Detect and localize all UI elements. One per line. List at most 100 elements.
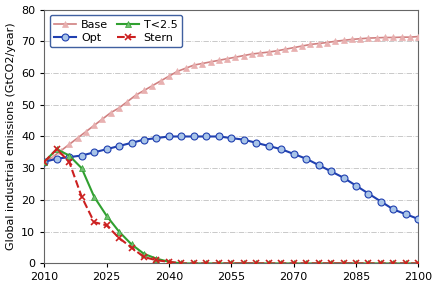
Opt [216, 135, 222, 138]
Stern [129, 246, 134, 249]
Base [233, 55, 238, 59]
Opt [291, 152, 296, 156]
Y-axis label: Global industrial emissions (GtCO2/year): Global industrial emissions (GtCO2/year) [6, 23, 16, 250]
Opt [266, 144, 272, 148]
Base [407, 35, 413, 39]
T<2.5 [279, 262, 284, 265]
Base [374, 36, 379, 39]
T<2.5 [378, 262, 384, 265]
Stern [316, 262, 321, 265]
T<2.5 [191, 262, 197, 265]
Line: Stern: Stern [41, 146, 422, 267]
Stern [279, 262, 284, 265]
Opt [141, 138, 147, 141]
Base [42, 160, 47, 164]
Opt [179, 135, 184, 138]
T<2.5 [79, 166, 84, 170]
Opt [154, 136, 159, 140]
Line: Base: Base [42, 34, 421, 165]
T<2.5 [141, 252, 147, 256]
T<2.5 [92, 195, 97, 198]
Line: T<2.5: T<2.5 [42, 146, 421, 266]
Stern [378, 262, 384, 265]
Base [399, 35, 404, 39]
Stern [229, 262, 234, 265]
Base [291, 46, 296, 49]
Base [241, 54, 247, 57]
Stern [403, 262, 409, 265]
Stern [216, 262, 222, 265]
Base [125, 100, 130, 103]
Opt [67, 156, 72, 159]
Opt [42, 160, 47, 164]
Opt [279, 147, 284, 151]
Stern [241, 262, 247, 265]
Base [250, 52, 255, 56]
Stern [328, 262, 334, 265]
Base [67, 143, 72, 146]
Base [191, 63, 197, 67]
Base [391, 36, 396, 39]
Base [299, 44, 304, 48]
Opt [166, 135, 172, 138]
T<2.5 [341, 262, 346, 265]
Stern [304, 262, 309, 265]
Base [225, 57, 230, 60]
Stern [79, 195, 84, 198]
Base [133, 94, 138, 97]
Base [200, 62, 205, 65]
Opt [191, 135, 197, 138]
Stern [42, 160, 47, 164]
Opt [341, 176, 346, 179]
Stern [104, 223, 109, 227]
Base [332, 39, 338, 43]
Base [117, 106, 122, 110]
T<2.5 [166, 260, 172, 264]
Opt [416, 217, 421, 221]
T<2.5 [42, 160, 47, 164]
Base [183, 67, 188, 70]
Opt [92, 151, 97, 154]
Base [92, 124, 97, 127]
Opt [304, 157, 309, 160]
T<2.5 [229, 262, 234, 265]
Base [108, 111, 113, 114]
Stern [204, 262, 209, 265]
Base [158, 79, 163, 83]
Base [50, 156, 55, 159]
Legend: Base, Opt, T<2.5, Stern: Base, Opt, T<2.5, Stern [50, 15, 182, 47]
Opt [378, 200, 384, 203]
Opt [366, 192, 371, 195]
Stern [291, 262, 296, 265]
Opt [204, 135, 209, 138]
Base [341, 39, 346, 42]
Opt [104, 147, 109, 151]
Stern [353, 262, 359, 265]
Stern [416, 262, 421, 265]
T<2.5 [104, 214, 109, 217]
T<2.5 [204, 262, 209, 265]
T<2.5 [154, 257, 159, 260]
Base [258, 51, 263, 55]
Stern [191, 262, 197, 265]
Stern [366, 262, 371, 265]
T<2.5 [129, 243, 134, 246]
Stern [179, 262, 184, 265]
Opt [54, 157, 60, 160]
T<2.5 [241, 262, 247, 265]
Base [357, 37, 363, 41]
Opt [316, 163, 321, 167]
Base [75, 136, 80, 140]
Base [58, 149, 64, 152]
Base [150, 84, 155, 88]
Base [349, 38, 354, 41]
T<2.5 [403, 262, 409, 265]
Base [324, 41, 329, 44]
Opt [241, 138, 247, 141]
Stern [266, 262, 272, 265]
Base [266, 50, 272, 54]
Stern [54, 147, 60, 151]
Base [175, 70, 180, 73]
Opt [254, 141, 259, 145]
Base [216, 58, 222, 62]
